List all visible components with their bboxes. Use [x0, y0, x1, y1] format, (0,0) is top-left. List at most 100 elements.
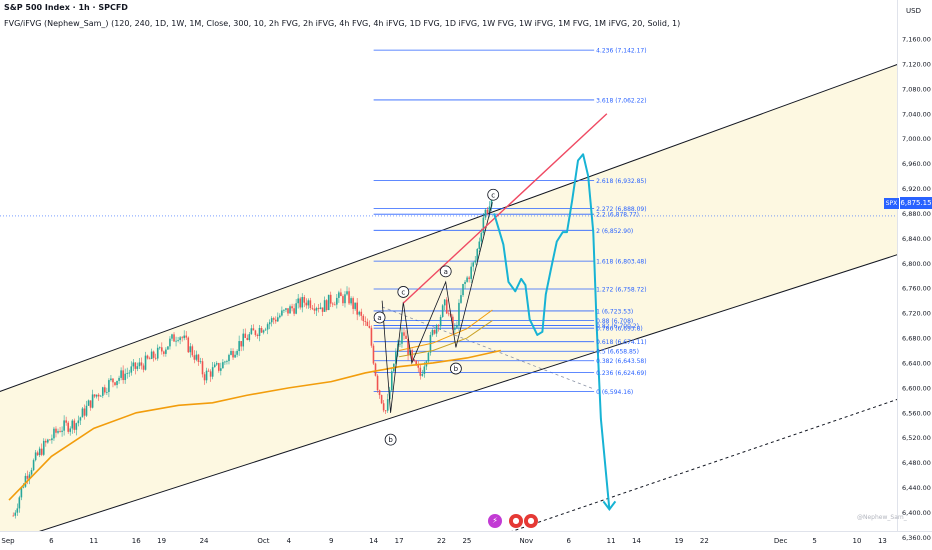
candle-body: [55, 428, 57, 433]
candle-body: [476, 248, 479, 261]
us-flag-icon[interactable]: ●: [509, 514, 523, 528]
candle-body: [289, 306, 291, 314]
candle-body: [470, 266, 472, 279]
candle-body: [165, 349, 167, 354]
us-flag-icon[interactable]: ●: [524, 514, 538, 528]
price-tick-label: 6,960.00: [902, 160, 931, 168]
candle-body: [95, 394, 98, 397]
candle-body: [49, 439, 51, 441]
price-tick-label: 6,720.00: [902, 310, 931, 318]
candle-body: [374, 363, 377, 376]
fib-level-label: 4.236 (7,142.17): [596, 48, 646, 55]
candle-body: [354, 302, 356, 309]
price-tick-label: 6,520.00: [902, 434, 931, 442]
time-tick-label: 13: [878, 537, 887, 545]
candle-body: [488, 206, 491, 214]
candle-body: [356, 302, 358, 315]
candle-body: [36, 452, 39, 456]
candle-body: [272, 318, 275, 320]
candle-body: [378, 390, 381, 396]
candle-body: [329, 294, 332, 304]
candle-body: [101, 387, 104, 396]
wave-label: c: [401, 288, 405, 296]
candle-body: [287, 308, 289, 314]
candle-body: [99, 395, 102, 397]
wave-label: a: [377, 314, 381, 322]
candle-body: [142, 365, 145, 370]
candle-body: [40, 448, 43, 455]
wave-label-circle: [487, 188, 500, 201]
candle-body: [364, 321, 367, 322]
candle-body: [435, 325, 438, 334]
candle-body: [215, 363, 218, 365]
candle-body: [177, 340, 179, 341]
time-tick-label: Sep: [1, 537, 15, 545]
candle-body: [69, 428, 72, 432]
price-tick-label: 6,800.00: [902, 260, 931, 268]
candle-body: [217, 363, 220, 371]
time-tick-label: 19: [674, 537, 683, 545]
time-tick-label: 11: [607, 537, 616, 545]
candle-body: [319, 307, 322, 309]
time-tick-label: Nov: [519, 537, 533, 545]
candle-body: [321, 307, 324, 312]
candle-body: [57, 431, 59, 433]
candle-body: [468, 277, 470, 279]
candle-body: [132, 362, 135, 367]
candle-body: [295, 303, 297, 314]
channel-lower-line: [38, 254, 897, 531]
candle-body: [376, 375, 379, 391]
moving-average-line: [8, 349, 502, 501]
fib-level-label: 0 (6,594.16): [596, 389, 633, 396]
candle-body: [193, 355, 196, 360]
candle-body: [42, 440, 45, 455]
candle-body: [413, 359, 415, 361]
wave-label: c: [491, 191, 495, 199]
candle-body: [368, 325, 371, 328]
candle-body: [311, 307, 314, 309]
candle-body: [482, 217, 485, 233]
price-axis-divider: [897, 0, 898, 531]
fib-level-label: 0.382 (6,643.58): [596, 358, 646, 365]
candle-body: [466, 277, 468, 282]
candle-body: [108, 380, 110, 392]
time-tick-label: 16: [132, 537, 141, 545]
candle-body: [167, 346, 169, 350]
candle-body: [431, 329, 434, 336]
candle-body: [130, 366, 133, 373]
candle-body: [478, 241, 481, 249]
candle-body: [439, 316, 442, 327]
candle-body: [59, 431, 61, 432]
time-tick-label: 10: [853, 537, 862, 545]
candle-body: [346, 291, 348, 295]
candle-body: [106, 391, 108, 393]
time-tick-label: 19: [157, 537, 166, 545]
candle-body: [120, 370, 122, 378]
candle-body: [161, 347, 163, 352]
candle-body: [395, 351, 397, 364]
parallel-dashed-line: [511, 398, 897, 531]
wave-label-circle: [449, 362, 462, 375]
candle-body: [388, 390, 391, 400]
lightning-icon[interactable]: ⚡: [488, 514, 502, 528]
candle-body: [24, 475, 27, 487]
candle-body: [26, 475, 29, 479]
short-ma-line: [398, 309, 493, 351]
candle-body: [342, 296, 344, 304]
candle-body: [199, 361, 202, 363]
candle-body: [362, 315, 365, 322]
fib-level-label: 2.272 (6,888.09): [596, 206, 646, 213]
candle-body: [138, 362, 141, 367]
candle-body: [315, 308, 318, 311]
candle-body: [134, 362, 137, 369]
price-tick-label: 6,360.00: [902, 534, 931, 542]
candle-body: [71, 420, 74, 429]
candle-body: [232, 351, 234, 358]
time-tick-label: 9: [329, 537, 333, 545]
candle-body: [53, 428, 55, 439]
channel-upper-line: [0, 64, 897, 392]
indicator-legend[interactable]: FVG/iFVG (Nephew_Sam_) (120, 240, 1D, 1W…: [4, 19, 681, 28]
candle-body: [405, 335, 407, 339]
